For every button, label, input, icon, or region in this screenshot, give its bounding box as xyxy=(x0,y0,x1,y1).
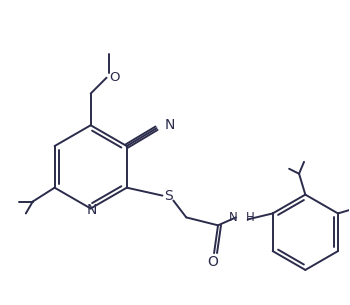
Text: H: H xyxy=(246,211,254,224)
Text: N: N xyxy=(229,211,238,224)
Text: N: N xyxy=(86,203,97,217)
Text: O: O xyxy=(110,71,120,84)
Text: S: S xyxy=(164,188,173,203)
Text: N: N xyxy=(164,118,175,132)
Text: O: O xyxy=(208,255,218,269)
